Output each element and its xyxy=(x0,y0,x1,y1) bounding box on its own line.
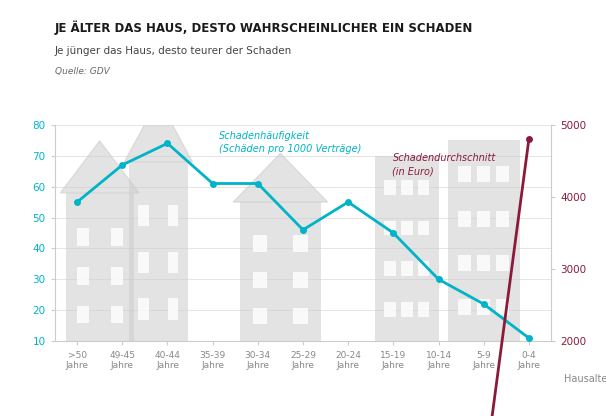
Bar xyxy=(375,156,439,341)
Bar xyxy=(458,299,471,315)
Text: Quelle: GDV: Quelle: GDV xyxy=(55,67,109,76)
Bar xyxy=(240,202,321,341)
Bar xyxy=(477,166,490,183)
Bar xyxy=(77,267,89,285)
Bar xyxy=(418,261,430,276)
Bar xyxy=(253,308,267,324)
Polygon shape xyxy=(124,99,193,162)
Bar xyxy=(401,220,413,235)
Bar xyxy=(293,308,308,324)
Bar xyxy=(139,252,149,273)
Text: Schadendurchschnitt
(in Euro): Schadendurchschnitt (in Euro) xyxy=(393,153,496,176)
Bar xyxy=(110,228,123,246)
Bar xyxy=(496,166,510,183)
Bar xyxy=(110,305,123,323)
Bar xyxy=(477,255,490,271)
Bar xyxy=(77,228,89,246)
Text: Schadenhäufigkeit
(Schäden pro 1000 Verträge): Schadenhäufigkeit (Schäden pro 1000 Vert… xyxy=(219,131,361,154)
Bar xyxy=(139,205,149,226)
Bar xyxy=(168,252,178,273)
Bar xyxy=(496,299,510,315)
Bar xyxy=(458,166,471,183)
Bar xyxy=(384,302,396,317)
Bar xyxy=(448,140,520,341)
Polygon shape xyxy=(61,141,139,193)
Bar xyxy=(168,205,178,226)
Bar xyxy=(458,210,471,227)
Bar xyxy=(384,261,396,276)
Bar xyxy=(129,162,188,341)
Bar xyxy=(401,261,413,276)
Bar xyxy=(496,210,510,227)
Bar xyxy=(401,180,413,195)
Bar xyxy=(253,272,267,288)
Text: JE ÄLTER DAS HAUS, DESTO WAHRSCHEINLICHER EIN SCHADEN: JE ÄLTER DAS HAUS, DESTO WAHRSCHEINLICHE… xyxy=(55,21,473,35)
Bar xyxy=(168,298,178,319)
Bar xyxy=(139,298,149,319)
Text: Hausalter: Hausalter xyxy=(564,374,606,384)
Bar xyxy=(293,235,308,252)
Polygon shape xyxy=(233,154,328,202)
Bar xyxy=(401,302,413,317)
Bar xyxy=(477,299,490,315)
Bar xyxy=(418,180,430,195)
Bar xyxy=(77,305,89,323)
Bar xyxy=(293,272,308,288)
Bar xyxy=(418,302,430,317)
Bar xyxy=(384,180,396,195)
Bar xyxy=(418,220,430,235)
Bar xyxy=(253,235,267,252)
Bar xyxy=(66,193,133,341)
Bar xyxy=(110,267,123,285)
Bar xyxy=(496,255,510,271)
Text: Je jünger das Haus, desto teurer der Schaden: Je jünger das Haus, desto teurer der Sch… xyxy=(55,46,292,56)
Bar xyxy=(477,210,490,227)
Bar xyxy=(458,255,471,271)
Bar xyxy=(384,220,396,235)
